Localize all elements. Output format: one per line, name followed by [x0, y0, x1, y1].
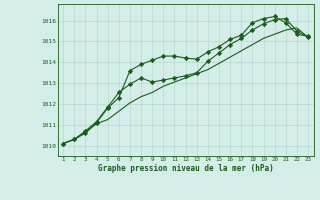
X-axis label: Graphe pression niveau de la mer (hPa): Graphe pression niveau de la mer (hPa)	[98, 164, 274, 173]
